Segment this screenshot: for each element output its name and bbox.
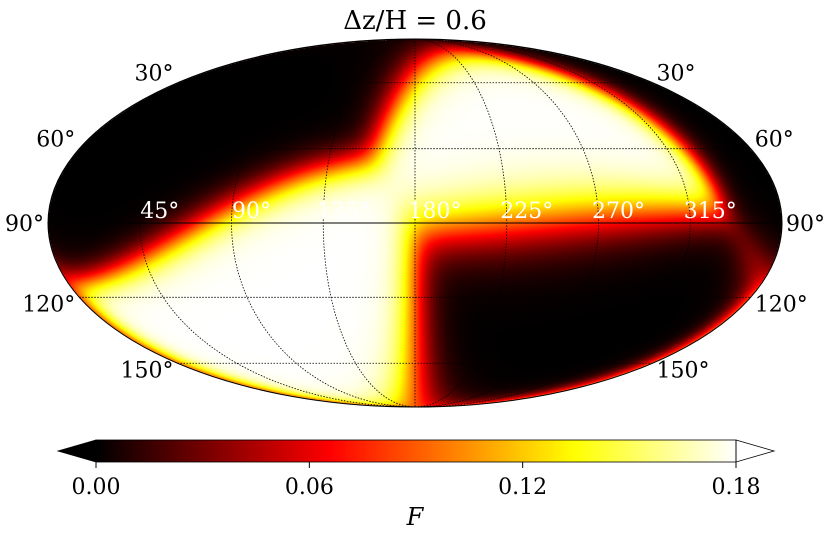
chart-title: Δz/H = 0.6 [343,6,487,36]
latitude-label-left: 120° [22,292,75,317]
longitude-label: 45° [140,199,179,224]
colorbar-gradient [96,440,736,462]
colorbar-extend-high [735,439,776,463]
longitude-label: 225° [500,199,553,224]
colorbar-extend-low [56,439,97,463]
colorbar-label: F [406,503,425,531]
longitude-label: 180° [409,199,462,224]
latitude-label-left: 30° [135,62,174,87]
map-outline [47,38,783,408]
latitude-label-right: 150° [656,358,709,383]
colorbar-tick-label: 0.00 [72,475,121,500]
longitude-label: 90° [232,199,271,224]
latitude-label-left: 90° [5,212,44,237]
colorbar-frame [95,439,737,463]
latitude-label-right: 90° [786,212,825,237]
latitude-label-right: 120° [755,292,808,317]
longitude-labels: 45° 90° 135° 180° 225° 270° 315° [140,199,737,224]
latitude-label-right: 30° [656,62,695,87]
longitude-label: 135° [317,199,370,224]
colorbar-ticks: 0.00 0.06 0.12 0.18 [72,462,761,500]
latitude-labels-right: 30° 60° 90° 120° 150° [656,62,825,384]
colorbar-tick-label: 0.18 [712,475,761,500]
latitude-label-right: 60° [755,128,794,153]
latitude-label-left: 60° [36,128,75,153]
longitude-label: 315° [684,199,737,224]
latitude-labels-left: 30° 60° 90° 120° 150° [5,62,174,384]
graticule [48,38,782,408]
longitude-label: 270° [592,199,645,224]
latitude-label-left: 150° [121,358,174,383]
colorbar-tick-label: 0.12 [498,475,547,500]
colorbar-tick-label: 0.06 [285,475,334,500]
colorbar: 0.00 0.06 0.12 0.18 F [56,439,776,531]
